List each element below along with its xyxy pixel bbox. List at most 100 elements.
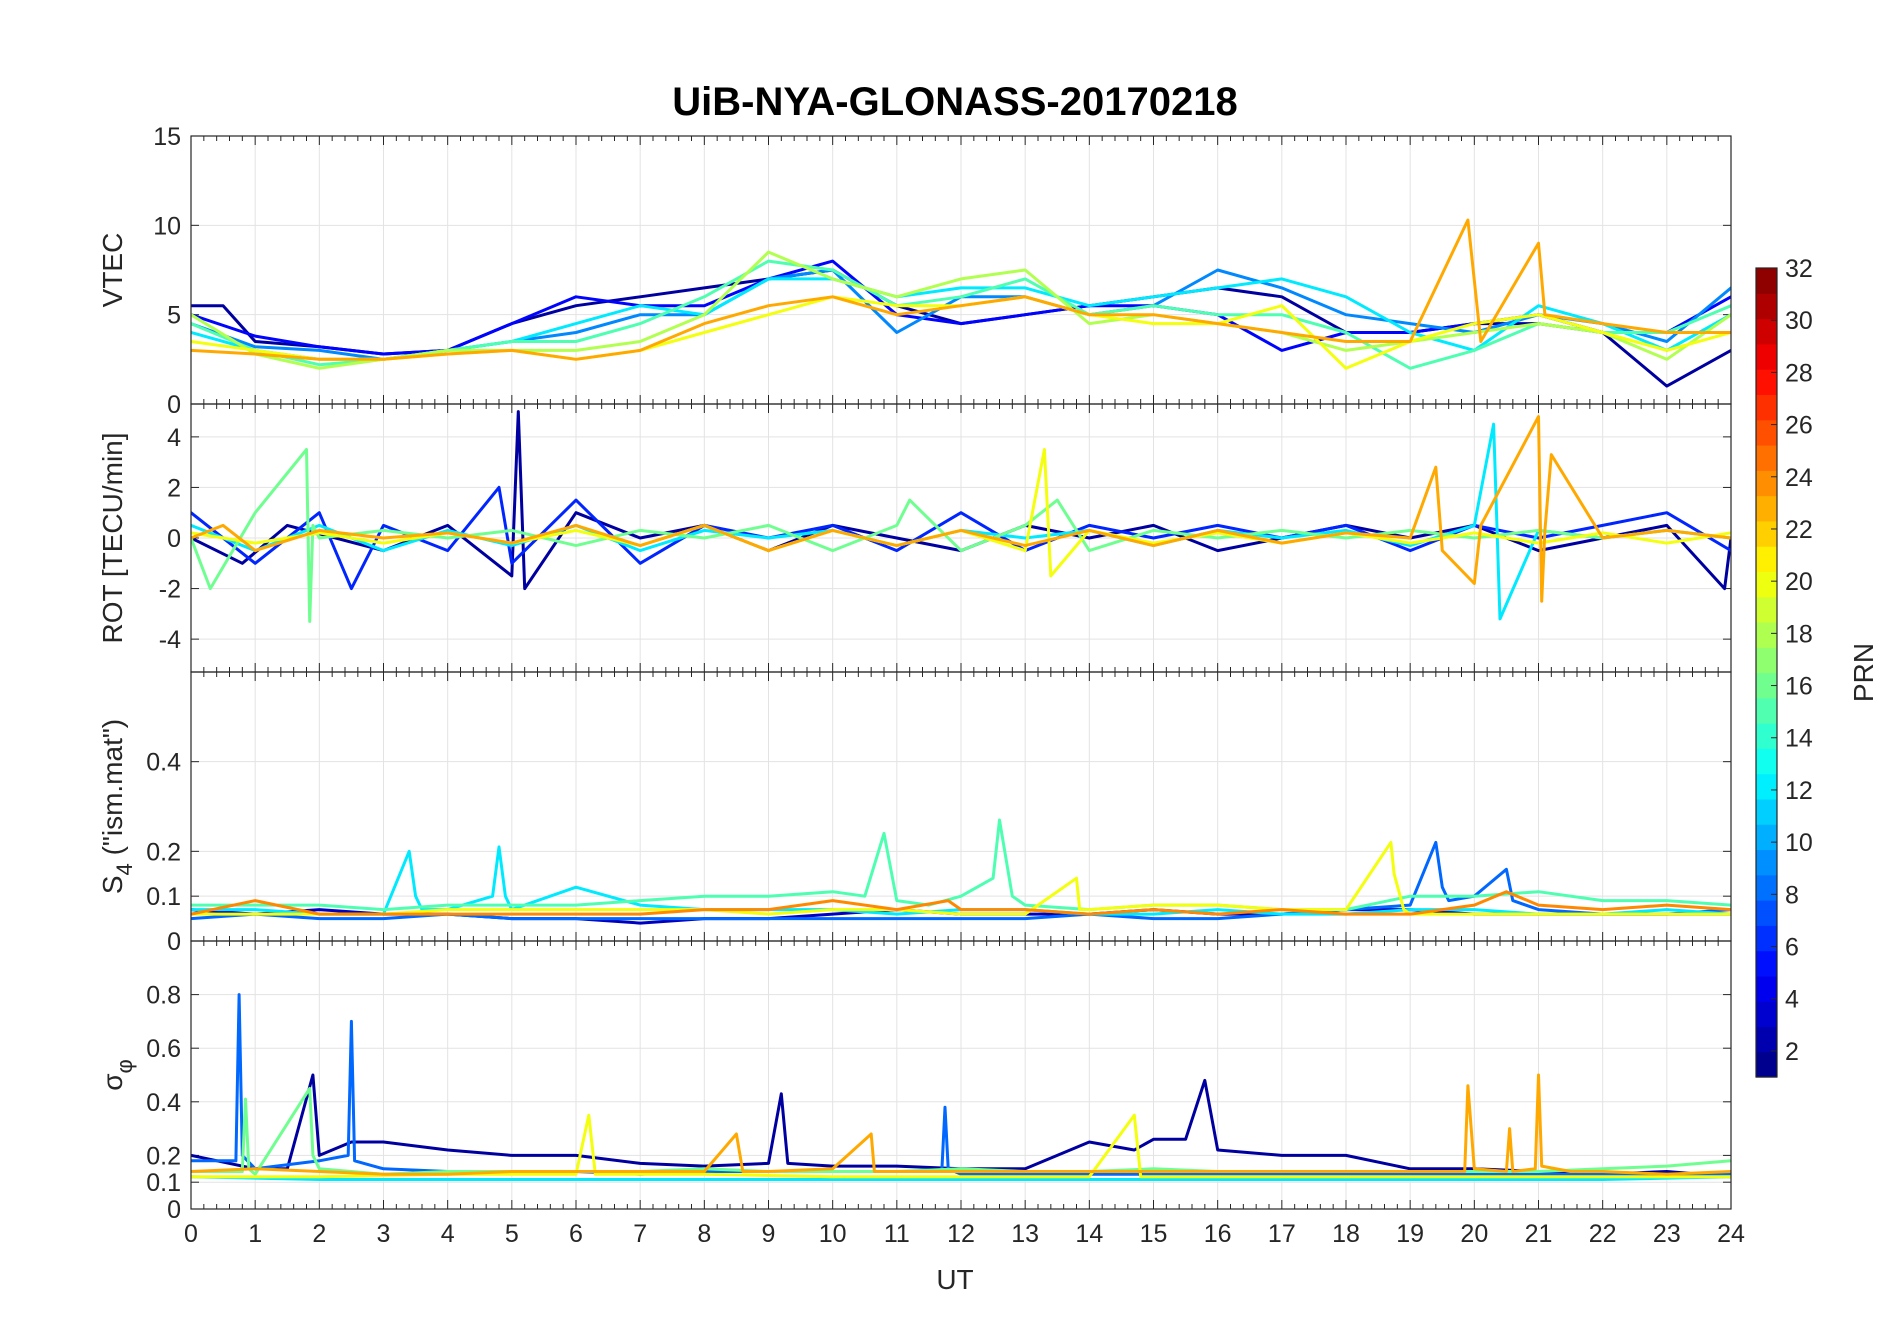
colorbar-segment bbox=[1756, 950, 1777, 977]
series-group bbox=[191, 410, 1731, 623]
y-axis-label-sub: φ bbox=[112, 1059, 137, 1073]
colorbar-segment bbox=[1756, 925, 1777, 952]
colorbar-segment bbox=[1756, 824, 1777, 851]
colorbar-segment bbox=[1756, 874, 1777, 901]
colorbar-segment bbox=[1756, 419, 1777, 446]
colorbar-segment bbox=[1756, 773, 1777, 800]
series-group bbox=[191, 818, 1731, 925]
x-tick-label: 7 bbox=[633, 1220, 647, 1248]
colorbar-tick-label: 24 bbox=[1785, 464, 1813, 492]
colorbar-segment bbox=[1756, 621, 1777, 648]
colorbar-segment bbox=[1756, 343, 1777, 370]
colorbar-segment bbox=[1756, 1026, 1777, 1053]
series-line-prn-8 bbox=[191, 840, 1731, 921]
x-axis-label: UT bbox=[936, 1264, 973, 1295]
colorbar-tick-label: 18 bbox=[1785, 620, 1813, 648]
colorbar-segment bbox=[1756, 520, 1777, 547]
x-tick-label: 18 bbox=[1332, 1220, 1360, 1248]
colorbar-segment bbox=[1756, 470, 1777, 497]
y-axis-label: σφ bbox=[97, 1059, 137, 1091]
x-tick-label: 8 bbox=[697, 1220, 711, 1248]
x-tick-label: 4 bbox=[441, 1220, 455, 1248]
series-line-prn-23 bbox=[191, 415, 1731, 603]
colorbar-label: PRN bbox=[1848, 643, 1879, 702]
x-tick-label: 2 bbox=[312, 1220, 326, 1248]
chart-title: UiB-NYA-GLONASS-20170218 bbox=[672, 80, 1237, 124]
series-line-prn-12 bbox=[191, 1175, 1731, 1181]
y-axis-label-main: σ bbox=[97, 1073, 128, 1090]
x-tick-label: 9 bbox=[762, 1220, 776, 1248]
colorbar-tick-label: 28 bbox=[1785, 359, 1813, 387]
series-line-prn-23 bbox=[191, 218, 1731, 361]
x-tick-label: 6 bbox=[569, 1220, 583, 1248]
x-tick-label: 17 bbox=[1268, 1220, 1296, 1248]
x-tick-label: 3 bbox=[377, 1220, 391, 1248]
x-tick-label: 16 bbox=[1204, 1220, 1232, 1248]
colorbar-tick-label: 16 bbox=[1785, 673, 1813, 701]
colorbar-segment bbox=[1756, 571, 1777, 598]
colorbar-segment bbox=[1756, 849, 1777, 876]
y-tick-label: 0.1 bbox=[146, 883, 181, 911]
colorbar-segment bbox=[1756, 975, 1777, 1002]
axes-frame bbox=[190, 940, 1732, 1210]
series-group bbox=[191, 218, 1731, 388]
colorbar-segment bbox=[1756, 495, 1777, 522]
panel-1: 0 5 10 15 VTEC bbox=[97, 123, 1732, 419]
series-line-prn-2 bbox=[191, 1073, 1731, 1179]
y-axis-label: ROT [TECU/min] bbox=[97, 432, 128, 643]
y-tick-label: 0 bbox=[167, 1196, 181, 1224]
y-axis-label: S4 ("ism.mat") bbox=[97, 719, 137, 894]
colorbar-segment bbox=[1756, 1051, 1777, 1078]
y-tick-label: 0 bbox=[167, 391, 181, 419]
x-tick-label: 11 bbox=[884, 1220, 910, 1248]
colorbar-segment bbox=[1756, 900, 1777, 926]
y-tick-label: 0.4 bbox=[146, 749, 181, 777]
colorbar-segment bbox=[1756, 723, 1777, 749]
panel-4: 00.10.2 0.4 0.6 0.8 σφ bbox=[97, 940, 1732, 1224]
panel-3: 0 0.1 0.2 0.4 S4 ("ism.mat") bbox=[97, 671, 1732, 956]
y-tick-label: 10 bbox=[153, 212, 181, 240]
x-tick-label: 21 bbox=[1525, 1220, 1553, 1248]
y-tick-label: 4 bbox=[167, 424, 181, 452]
series-line-prn-20 bbox=[191, 1113, 1731, 1179]
x-tick-label: 20 bbox=[1460, 1220, 1488, 1248]
colorbar-tick-label: 12 bbox=[1785, 777, 1813, 805]
y-tick-label: 0.2 bbox=[146, 1142, 181, 1170]
y-tick-label: 0.2 bbox=[146, 838, 181, 866]
colorbar-segment bbox=[1756, 444, 1777, 471]
x-tick-label: 23 bbox=[1653, 1220, 1681, 1248]
series-line-prn-15 bbox=[191, 818, 1731, 912]
y-tick-label: -4 bbox=[159, 626, 181, 654]
y-tick-label: 0 bbox=[167, 525, 181, 553]
colorbar-segment bbox=[1756, 647, 1777, 674]
x-tick-label: 5 bbox=[505, 1220, 519, 1248]
y-tick-label: 0.6 bbox=[146, 1035, 181, 1063]
x-tick-label: 22 bbox=[1589, 1220, 1617, 1248]
colorbar-tick-label: 30 bbox=[1785, 307, 1813, 335]
colorbar-tick-label: 26 bbox=[1785, 412, 1813, 440]
colorbar-tick-label: 8 bbox=[1785, 881, 1799, 909]
colorbar-segment bbox=[1756, 369, 1777, 396]
colorbar-tick-label: 6 bbox=[1785, 934, 1799, 962]
y-tick-label: 0.1 bbox=[146, 1169, 181, 1197]
x-tick-label: 13 bbox=[1011, 1220, 1039, 1248]
y-axis-label: VTEC bbox=[97, 233, 128, 308]
x-tick-label: 19 bbox=[1396, 1220, 1424, 1248]
series-line-prn-16 bbox=[191, 448, 1731, 623]
x-axis: 0 1 2 3 4 5 6 7 8 9 10 11 12 13 14 15 16 17 18 19 20 21 22 23 24 bbox=[184, 1220, 1745, 1248]
series-line-prn-23 bbox=[191, 1073, 1731, 1176]
colorbar-segment bbox=[1756, 394, 1777, 421]
y-axis-label-main: S bbox=[97, 875, 128, 894]
y-axis-label-rest: ("ism.mat") bbox=[97, 719, 128, 863]
colorbar-tick-label: 22 bbox=[1785, 516, 1813, 544]
x-tick-label: 1 bbox=[248, 1220, 262, 1248]
y-tick-label: 0.4 bbox=[146, 1089, 181, 1117]
colorbar-segment bbox=[1756, 748, 1777, 775]
y-tick-label: 2 bbox=[167, 474, 181, 502]
y-tick-label: 15 bbox=[153, 123, 181, 151]
colorbar-tick-label: 10 bbox=[1785, 829, 1813, 857]
x-tick-label: 15 bbox=[1140, 1220, 1168, 1248]
series-group bbox=[191, 993, 1731, 1181]
